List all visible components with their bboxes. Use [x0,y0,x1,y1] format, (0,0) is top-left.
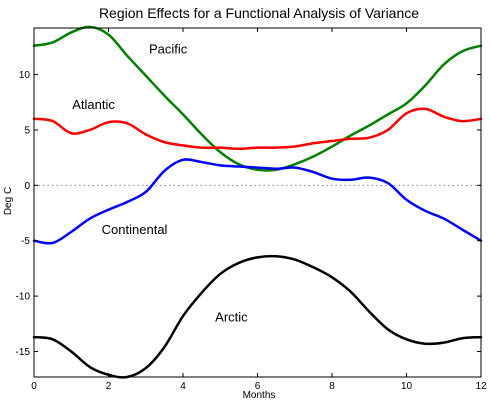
series-label-arctic: Arctic [215,310,248,325]
x-tick-label: 8 [329,381,335,392]
y-tick-label: 0 [24,181,30,192]
y-tick-label: -10 [16,292,31,303]
series-label-continental: Continental [102,222,168,237]
y-tick-label: 10 [19,70,31,81]
y-tick-label: 5 [24,125,30,136]
x-axis-ticks: 0 2 4 6 8 10 12 [31,28,487,392]
series-line-atlantic [32,107,483,151]
y-tick-label: -5 [21,236,30,247]
y-axis-label: Deg C [3,187,14,215]
y-axis-ticks: -15 -10 -5 0 5 10 [16,70,481,358]
series-layer [32,25,483,379]
x-tick-label: 10 [401,381,413,392]
plot-frame [33,27,482,378]
chart-title: Region Effects for a Functional Analysis… [99,5,419,21]
x-tick-label: 6 [255,381,261,392]
x-tick-label: 2 [106,381,112,392]
annotation-layer: Pacific Atlantic Continental Arctic [72,41,248,324]
x-tick-label: 4 [180,381,186,392]
series-line-continental [32,158,483,245]
x-axis-label: Months [243,390,276,401]
series-label-pacific: Pacific [149,41,188,56]
y-tick-label: -15 [16,347,31,358]
x-tick-label: 0 [31,381,37,392]
series-line-arctic [32,254,483,379]
series-label-atlantic: Atlantic [72,97,115,112]
series-line-pacific [32,25,483,172]
x-tick-label: 12 [475,381,487,392]
